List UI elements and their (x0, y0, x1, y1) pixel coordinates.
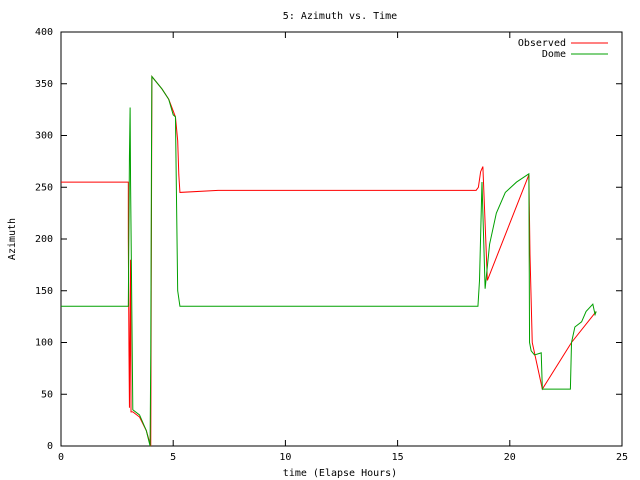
y-tick-label: 150 (35, 286, 53, 297)
x-tick-label: 0 (58, 452, 64, 463)
x-tick-label: 5 (170, 452, 176, 463)
legend-label: Dome (542, 49, 566, 60)
y-tick-label: 350 (35, 79, 53, 90)
y-tick-label: 200 (35, 234, 53, 245)
x-tick-label: 20 (504, 452, 516, 463)
y-tick-label: 250 (35, 182, 53, 193)
y-tick-label: 0 (47, 441, 53, 452)
legend-label: Observed (518, 38, 566, 49)
y-axis-label: Azimuth (7, 218, 18, 260)
x-tick-label: 15 (392, 452, 404, 463)
chart-title: 5: Azimuth vs. Time (283, 11, 397, 22)
plot-border (60, 31, 623, 447)
x-axis-label: time (Elapse Hours) (283, 468, 397, 479)
y-tick-label: 100 (35, 338, 53, 349)
series-line (61, 75, 597, 447)
y-tick-label: 400 (35, 27, 53, 38)
series-line (61, 75, 597, 447)
y-tick-label: 300 (35, 131, 53, 142)
x-tick-label: 25 (616, 452, 628, 463)
y-tick-label: 50 (41, 389, 53, 400)
x-tick-label: 10 (279, 452, 291, 463)
